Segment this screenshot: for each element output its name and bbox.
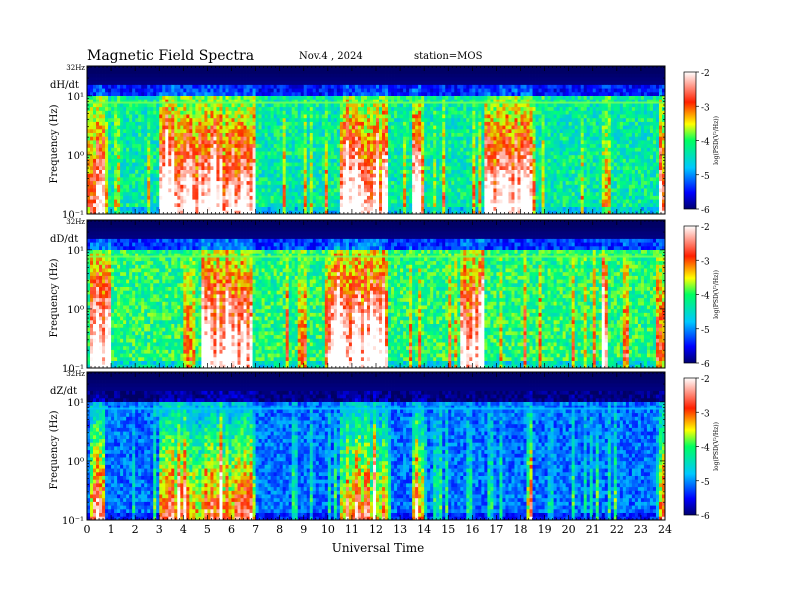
colorbar (684, 226, 696, 363)
y-tick-label: 10¹ (67, 246, 84, 257)
resonance-line (87, 408, 665, 410)
chart-title: Magnetic Field Spectra (87, 48, 254, 64)
x-tick-label: 11 (345, 523, 359, 536)
spectrogram-panel-2: 10¹ 10⁰ 10⁻¹ 32Hz dZ/dt Frequency (Hz) -2 -3 -4 -… (49, 370, 720, 527)
x-tick-label: 5 (204, 523, 211, 536)
x-tick-label: 24 (658, 523, 672, 536)
x-axis-title: Universal Time (332, 541, 425, 555)
x-tick-label: 16 (465, 523, 479, 536)
x-tick-label: 12 (369, 523, 383, 536)
spectrogram-panels: 10¹ 10⁰ 10⁻¹ 32Hz dH/dt Frequency (Hz) -2 -3 -4 -… (49, 64, 720, 536)
x-tick-label: 8 (276, 523, 283, 536)
y-top-label: 32Hz (66, 370, 85, 378)
colorbar-tick-label: -5 (701, 172, 710, 182)
y-top-label: 32Hz (66, 218, 85, 226)
y-tick-label: 10⁰ (67, 305, 84, 316)
y-axis-label: Frequency (Hz) (49, 258, 60, 337)
x-tick-label: 17 (489, 523, 503, 536)
y-axis-label: Frequency (Hz) (49, 104, 60, 183)
date-label: Nov.4 , 2024 (299, 51, 363, 62)
x-tick-label: 0 (84, 523, 91, 536)
y-tick-label: 10¹ (67, 92, 84, 103)
colorbar-tick-label: -2 (701, 69, 710, 79)
station-label: station=MOS (414, 51, 483, 62)
colorbar-tick-label: -4 (701, 138, 710, 148)
colorbar-label: log(PSD(V²/Hz)) (713, 422, 720, 471)
x-tick-label: 2 (132, 523, 139, 536)
resonance-line (87, 102, 665, 104)
x-tick-label: 21 (586, 523, 600, 536)
x-tick-label: 1 (108, 523, 115, 536)
colorbar-tick-label: -6 (701, 512, 710, 522)
x-tick-label: 7 (252, 523, 259, 536)
colorbar-tick-label: -2 (701, 375, 710, 385)
colorbar-tick-label: -3 (701, 409, 710, 419)
x-tick-label: 10 (321, 523, 335, 536)
colorbar-tick-label: -5 (701, 326, 710, 336)
colorbar (684, 378, 696, 515)
y-tick-label: 10⁰ (67, 457, 84, 468)
x-tick-label: 4 (180, 523, 187, 536)
x-tick-label: 15 (441, 523, 455, 536)
y-top-label: 32Hz (66, 64, 85, 72)
x-tick-label: 3 (156, 523, 163, 536)
x-tick-label: 9 (300, 523, 307, 536)
x-tick-label: 6 (228, 523, 235, 536)
colorbar-tick-label: -3 (701, 103, 710, 113)
colorbar-tick-label: -6 (701, 360, 710, 370)
colorbar-tick-label: -2 (701, 223, 710, 233)
colorbar-tick-label: -5 (701, 478, 710, 488)
colorbar-tick-label: -6 (701, 206, 710, 216)
colorbar-tick-label: -4 (701, 292, 710, 302)
colorbar-label: log(PSD(V²/Hz)) (713, 270, 720, 319)
x-tick-label: 23 (634, 523, 648, 536)
panel-label: dD/dt (50, 234, 78, 245)
panel-label: dZ/dt (50, 386, 77, 397)
y-tick-label: 10⁰ (67, 151, 84, 162)
y-tick-label: 10⁻¹ (62, 516, 84, 527)
y-tick-label: 10¹ (67, 398, 84, 409)
colorbar-tick-label: -3 (701, 257, 710, 267)
x-tick-label: 14 (417, 523, 431, 536)
y-axis-label: Frequency (Hz) (49, 410, 60, 489)
x-tick-label: 22 (610, 523, 624, 536)
colorbar (684, 72, 696, 209)
colorbar-label: log(PSD(V²/Hz)) (713, 116, 720, 165)
resonance-line (87, 256, 665, 258)
x-tick-label: 18 (514, 523, 528, 536)
panel-label: dH/dt (50, 80, 79, 91)
x-tick-label: 13 (393, 523, 407, 536)
x-tick-label: 20 (562, 523, 576, 536)
x-tick-label: 19 (538, 523, 552, 536)
colorbar-tick-label: -4 (701, 444, 710, 454)
